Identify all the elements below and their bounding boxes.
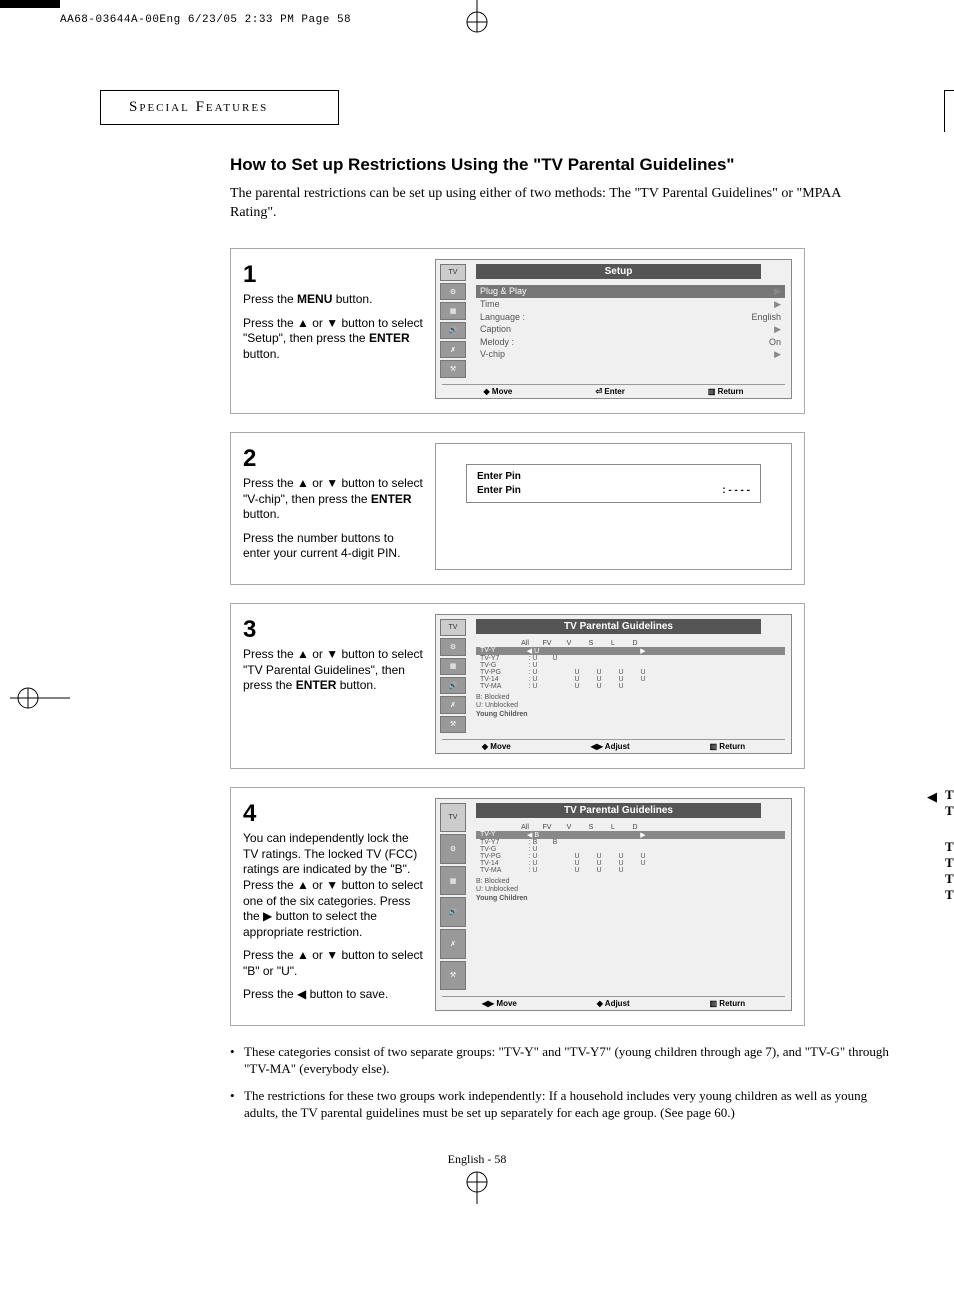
osd-icon: 🔊 <box>440 677 466 694</box>
osd-icon: ✗ <box>440 696 466 713</box>
step-number: 4 <box>243 798 423 829</box>
legend-item: TV-G: General audience <box>945 839 954 855</box>
menu-item: Time▶ <box>476 298 785 311</box>
osd-title: TV Parental Guidelines <box>476 619 761 634</box>
rating-row: TV-14: UUUUU <box>476 676 785 683</box>
step-number: 2 <box>243 443 423 474</box>
pin-title: Enter Pin <box>477 471 750 482</box>
tv-osd-guidelines: TV ⚙ ▦ 🔊 ✗ ⚒ TV Parental Guidelines AllF… <box>435 614 792 754</box>
rating-row: TV-G: U <box>476 662 785 669</box>
osd-icon: ⚙ <box>440 283 466 300</box>
osd-icon: TV <box>440 803 466 833</box>
page-title: How to Set up Restrictions Using the "TV… <box>230 155 924 175</box>
rating-row: TV-Y7: UU <box>476 655 785 662</box>
legend-item: TV-14: Viewers 14 and over <box>945 871 954 887</box>
rating-row: TV-Y7: BB <box>476 839 785 846</box>
rating-row: TV-Y◀ U▶ <box>476 647 785 655</box>
osd-icon: ✗ <box>440 341 466 358</box>
osd-icon: ▦ <box>440 658 466 675</box>
pin-entry: Enter Pin: - - - - <box>477 485 750 496</box>
step-instruction: Press the number buttons to enter your c… <box>243 531 423 562</box>
footnote-item: These categories consist of two separate… <box>230 1044 904 1078</box>
menu-item: Caption▶ <box>476 323 785 336</box>
step-instruction: Press the MENU button. <box>243 292 423 308</box>
rating-row: TV-MA: UUUU <box>476 867 785 874</box>
triangle-left-icon: ◀ <box>927 789 937 805</box>
rating-row: TV-14: UUUUU <box>476 860 785 867</box>
osd-footer: ◀▶ Move◆ Adjust▥ Return <box>442 996 785 1008</box>
osd-icon: TV <box>440 264 466 281</box>
step-2: 2 Press the ▲ or ▼ button to select "V-c… <box>230 432 805 585</box>
section-header: Special Features <box>100 90 339 125</box>
footnote-item: The restrictions for these two groups wo… <box>230 1088 904 1122</box>
step-1: 1 Press the MENU button. Press the ▲ or … <box>230 248 805 414</box>
osd-icon: ⚒ <box>440 360 466 377</box>
osd-icon: ⚒ <box>440 961 466 991</box>
grid-header: AllFVVSLD <box>514 824 785 831</box>
osd-footer: ◆ Move◀▶ Adjust▥ Return <box>442 739 785 751</box>
menu-item: V-chip▶ <box>476 348 785 361</box>
intro-paragraph: The parental restrictions can be set up … <box>230 185 884 223</box>
rating-row: TV-G: U <box>476 846 785 853</box>
step-number: 1 <box>243 259 423 290</box>
osd-icon: ⚙ <box>440 834 466 864</box>
step-instruction: Press the ▲ or ▼ button to select "Setup… <box>243 316 423 363</box>
legend-item: TV-MA: Mature Audience <box>945 887 954 903</box>
grid-legend: B: Blocked U: Unblocked Young Children <box>476 878 785 903</box>
menu-item: Melody :On <box>476 336 785 348</box>
grid-legend: B: Blocked U: Unblocked Young Children <box>476 694 785 719</box>
grid-header: AllFVVSLD <box>514 640 785 647</box>
page-number: English - 58 <box>30 1152 924 1167</box>
osd-icon: ✗ <box>440 929 466 959</box>
osd-icon: ▦ <box>440 302 466 319</box>
step-instruction: Press the ▲ or ▼ button to select "B" or… <box>243 948 423 979</box>
step-instruction: Press the ▲ or ▼ button to select "TV Pa… <box>243 647 423 694</box>
osd-icon: ⚒ <box>440 716 466 733</box>
footnotes: These categories consist of two separate… <box>230 1044 904 1122</box>
osd-title: TV Parental Guidelines <box>476 803 761 818</box>
step-3: 3 Press the ▲ or ▼ button to select "TV … <box>230 603 805 769</box>
step-instruction: Press the ◀ button to save. <box>243 987 423 1003</box>
step-number: 3 <box>243 614 423 645</box>
rating-row: TV-Y◀ B▶ <box>476 831 785 839</box>
menu-item: Language :English <box>476 311 785 323</box>
osd-icon: 🔊 <box>440 322 466 339</box>
osd-footer: ◆ Move⏎ Enter▥ Return <box>442 384 785 396</box>
step-instruction: You can independently lock the TV rating… <box>243 831 423 940</box>
menu-item: Plug & Play▶ <box>476 285 785 298</box>
legend-item: TV-Y: Young children <box>945 787 954 803</box>
osd-icon: ▦ <box>440 866 466 896</box>
step-instruction: Press the ▲ or ▼ button to select "V-chi… <box>243 476 423 523</box>
ratings-legend: ◀ TV-Y: Young children TV-Y7: Children 7… <box>945 787 954 903</box>
rating-row: TV-PG: UUUUU <box>476 669 785 676</box>
rating-row: TV-MA: UUUU <box>476 683 785 690</box>
osd-icon: TV <box>440 619 466 636</box>
osd-icon: 🔊 <box>440 897 466 927</box>
tv-osd-setup: TV ⚙ ▦ 🔊 ✗ ⚒ Setup Plug & Play▶ Time▶ La… <box>435 259 792 399</box>
osd-title: Setup <box>476 264 761 279</box>
legend-item: TV-PG: Parent Guidance <box>945 855 954 871</box>
legend-item: TV-Y7: Children 7 and over <box>945 803 954 819</box>
rating-row: TV-PG: UUUUU <box>476 853 785 860</box>
osd-icon: ⚙ <box>440 638 466 655</box>
tv-osd-guidelines-locked: TV ⚙ ▦ 🔊 ✗ ⚒ TV Parental Guidelines AllF… <box>435 798 792 1011</box>
tv-osd-pin: Enter Pin Enter Pin: - - - - <box>435 443 792 570</box>
step-4: 4 You can independently lock the TV rati… <box>230 787 805 1026</box>
